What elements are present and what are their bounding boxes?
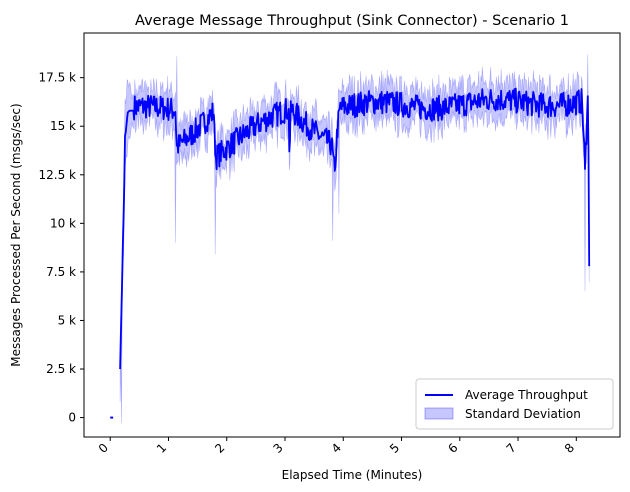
mean-line (119, 87, 591, 370)
y-tick-label: 15 k (50, 119, 76, 133)
y-tick-label: 10 k (50, 216, 76, 230)
y-tick-label: 0 (68, 411, 76, 425)
y-tick-label: 2.5 k (46, 362, 76, 376)
x-tick-label: 4 (329, 441, 344, 456)
legend-box (415, 378, 614, 430)
x-axis-label: Elapsed Time (Minutes) (282, 468, 423, 482)
y-tick-label: 7.5 k (46, 265, 76, 279)
x-tick-label: 5 (387, 441, 402, 456)
y-tick-label: 5 k (58, 313, 76, 327)
x-tick-label: 2 (212, 441, 227, 456)
legend: Average Throughput Standard Deviation (415, 378, 614, 430)
y-axis-ticks: 0 2.5 k 5 k 7.5 k 10 k 12.5 k 15 k 17.5 k (39, 71, 84, 425)
std-band-layer (119, 54, 590, 424)
legend-label-std: Standard Deviation (465, 407, 581, 421)
legend-label-mean: Average Throughput (465, 388, 588, 402)
x-tick-label: 3 (271, 441, 286, 456)
x-tick-label: 8 (562, 441, 577, 456)
legend-band-swatch (424, 407, 454, 420)
y-tick-label: 12.5 k (39, 168, 77, 182)
x-tick-label: 7 (504, 441, 519, 456)
x-tick-label: 1 (154, 441, 169, 456)
x-tick-label: 6 (445, 441, 460, 456)
x-tick-label: 0 (96, 441, 111, 456)
y-axis-label: Messages Processed Per Second (msgs/sec) (9, 103, 23, 366)
chart-title: Average Message Throughput (Sink Connect… (135, 13, 569, 29)
x-axis-ticks: 0 1 2 3 4 5 6 7 8 (96, 437, 577, 456)
plot-frame (83, 32, 621, 438)
y-tick-label: 17.5 k (39, 71, 77, 85)
std-band (119, 54, 590, 424)
mean-line-layer (110, 87, 591, 419)
